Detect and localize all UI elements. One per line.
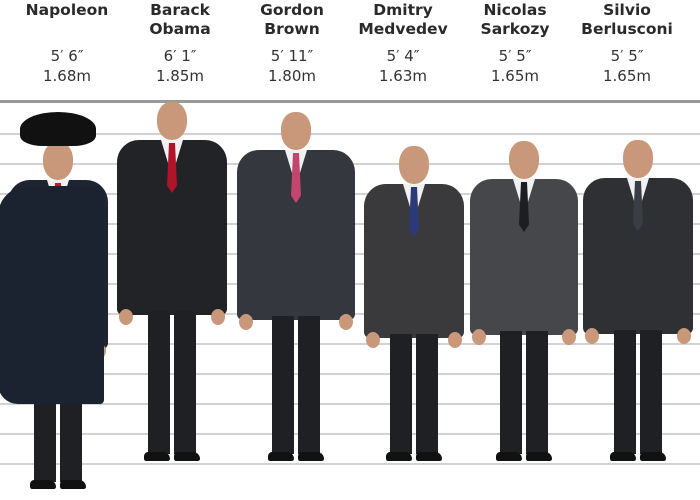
- grid-line: [0, 433, 700, 435]
- height-imperial: 6′ 1″: [163, 47, 197, 65]
- right-shoe: [416, 452, 442, 461]
- left-hand: [472, 329, 486, 345]
- label-napoleon: Napoleon 5′ 6″ 1.68m: [11, 0, 123, 86]
- bicorne-hat: [20, 112, 96, 146]
- height-metric: 1.63m: [378, 67, 427, 85]
- tie: [633, 181, 643, 231]
- right-shoe: [526, 452, 552, 461]
- height-imperial: 5′ 5″: [610, 47, 644, 65]
- height-metric: 1.65m: [602, 67, 651, 85]
- height-metric: 1.85m: [155, 67, 204, 85]
- left-leg: [272, 315, 294, 454]
- left-shoe: [386, 452, 412, 461]
- height-metric: 1.68m: [42, 67, 91, 85]
- name: Dmitry Medvedev: [347, 1, 459, 41]
- head: [623, 140, 653, 178]
- right-shoe: [174, 452, 200, 461]
- height-imperial: 5′ 11″: [270, 47, 314, 65]
- left-shoe: [610, 452, 636, 461]
- left-shoe: [144, 452, 170, 461]
- person-napoleon: [0, 112, 108, 490]
- right-leg: [416, 333, 438, 454]
- right-hand: [339, 313, 353, 330]
- left-hand: [119, 308, 133, 325]
- height-imperial: 5′ 4″: [386, 47, 420, 65]
- name-line2: Medvedev: [358, 20, 448, 38]
- name-line1: Gordon: [260, 1, 324, 19]
- name-line1: Silvio: [603, 1, 651, 19]
- name-line1: Barack: [150, 1, 210, 19]
- right-leg: [640, 330, 662, 454]
- grid-line: [0, 133, 700, 135]
- left-leg: [500, 331, 522, 454]
- person-sarkozy: [470, 137, 578, 462]
- height-metric: 1.65m: [490, 67, 539, 85]
- right-leg: [526, 331, 548, 454]
- label-medvedev: Dmitry Medvedev 5′ 4″ 1.63m: [347, 0, 459, 86]
- label-obama: Barack Obama 6′ 1″ 1.85m: [124, 0, 236, 86]
- name: Napoleon: [11, 1, 123, 41]
- left-hand: [585, 328, 599, 345]
- right-hand: [211, 308, 225, 325]
- label-sarkozy: Nicolas Sarkozy 5′ 5″ 1.65m: [459, 0, 571, 86]
- height-imperial: 5′ 6″: [50, 47, 84, 65]
- tie: [409, 187, 419, 237]
- name: Gordon Brown: [236, 1, 348, 41]
- tie: [167, 143, 177, 193]
- head: [43, 142, 73, 180]
- grid-line: [0, 463, 700, 465]
- cloak: [0, 186, 104, 405]
- head: [509, 141, 539, 179]
- person-brown: [237, 108, 355, 462]
- left-hand: [239, 313, 253, 330]
- head: [281, 112, 311, 150]
- left-shoe: [496, 452, 522, 461]
- head: [399, 146, 429, 184]
- height-metric: 1.80m: [267, 67, 316, 85]
- name-line1: Nicolas: [483, 1, 547, 19]
- right-shoe: [60, 480, 86, 489]
- name-line2: Brown: [264, 20, 320, 38]
- person-obama: [117, 98, 227, 462]
- name: Nicolas Sarkozy: [459, 1, 571, 41]
- right-hand: [448, 331, 462, 348]
- left-hand: [366, 331, 380, 348]
- left-leg: [148, 310, 170, 454]
- left-shoe: [268, 452, 294, 461]
- tie: [291, 153, 301, 203]
- height-imperial: 5′ 5″: [498, 47, 532, 65]
- right-leg: [298, 315, 320, 454]
- grid-line: [0, 343, 700, 345]
- name: Barack Obama: [124, 1, 236, 41]
- label-berlusconi: Silvio Berlusconi 5′ 5″ 1.65m: [571, 0, 683, 86]
- right-hand: [562, 329, 576, 345]
- grid-line: [0, 403, 700, 405]
- right-hand: [677, 328, 691, 345]
- person-berlusconi: [583, 136, 693, 462]
- name-line1: Napoleon: [25, 1, 109, 19]
- right-leg: [174, 310, 196, 454]
- top-rule: [0, 100, 700, 103]
- name-line1: Dmitry: [373, 1, 433, 19]
- right-shoe: [640, 452, 666, 461]
- name: Silvio Berlusconi: [571, 1, 683, 41]
- head: [157, 102, 187, 140]
- label-brown: Gordon Brown 5′ 11″ 1.80m: [236, 0, 348, 86]
- grid-line: [0, 373, 700, 375]
- left-leg: [614, 330, 636, 454]
- person-medvedev: [364, 142, 464, 462]
- tie: [519, 182, 529, 232]
- name-line2: Berlusconi: [581, 20, 673, 38]
- left-leg: [390, 333, 412, 454]
- left-shoe: [30, 480, 56, 489]
- name-line2: Obama: [149, 20, 211, 38]
- name-line2: Sarkozy: [480, 20, 550, 38]
- right-shoe: [298, 452, 324, 461]
